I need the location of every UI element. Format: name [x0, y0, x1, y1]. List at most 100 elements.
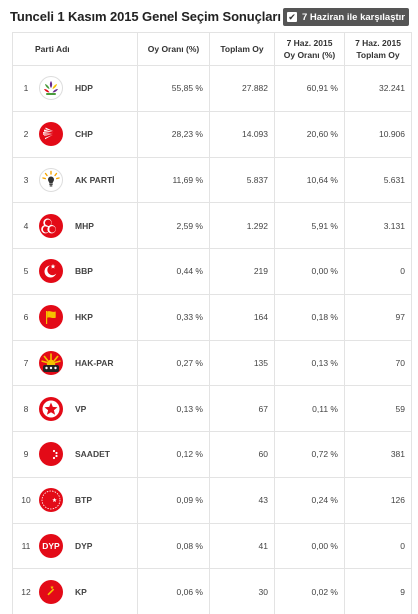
total-votes-cell: 41 — [209, 522, 275, 570]
june-total-cell: 381 — [344, 431, 412, 478]
party-name-mhp: MHP — [75, 220, 94, 231]
party-cell: 8 VP — [12, 385, 138, 432]
june-total-line1: 7 Haz. 2015 — [355, 38, 401, 48]
table-row: 7 HAK-PAR 0,27 % 135 0,13 % 70 — [12, 339, 412, 387]
page-title: Tunceli 1 Kasım 2015 Genel Seçim Sonuçla… — [10, 9, 281, 24]
svg-text:DYP: DYP — [42, 541, 60, 551]
vote-rate-cell: 0,08 % — [137, 522, 210, 570]
mhp-logo-icon — [39, 213, 63, 238]
table-row: 3 AK PARTİ 11,69 % 5.837 10,64 % 5.631 — [12, 156, 412, 204]
june-total-cell: 59 — [344, 385, 412, 432]
party-name-dyp: DYP — [75, 540, 93, 551]
rank-number: 9 — [23, 449, 29, 460]
june-rate-cell: 0,13 % — [274, 339, 345, 387]
col-header-june-total: 7 Haz. 2015 Toplam Oy — [344, 32, 412, 66]
june-total-cell: 126 — [344, 476, 412, 524]
party-cell: 7 HAK-PAR — [12, 339, 138, 387]
bbp-logo-icon — [39, 259, 63, 284]
vote-rate-cell: 11,69 % — [137, 156, 210, 204]
june-rate-cell: 0,72 % — [274, 431, 345, 478]
vote-rate-cell: 0,12 % — [137, 431, 210, 478]
june-rate-cell: 0,02 % — [274, 568, 345, 614]
table-row: 4 MHP 2,59 % 1.292 5,91 % 3.131 — [12, 202, 412, 249]
rank-number: 1 — [23, 83, 29, 94]
total-votes-cell: 60 — [209, 431, 275, 478]
vote-rate-cell: 0,33 % — [137, 293, 210, 341]
vote-rate-cell: 55,85 % — [137, 65, 210, 112]
rank-number: 4 — [23, 220, 29, 231]
vote-rate-cell: 28,23 % — [137, 110, 210, 158]
party-cell: 9 SAADET — [12, 431, 138, 478]
table-row: 12 KP 0,06 % 30 0,02 % 9 — [12, 568, 412, 614]
total-votes-cell: 14.093 — [209, 110, 275, 158]
june-rate-cell: 5,91 % — [274, 202, 345, 249]
dyp-logo-icon: DYP — [39, 533, 63, 558]
june-total-cell: 10.906 — [344, 110, 412, 158]
june-rate-cell: 20,60 % — [274, 110, 345, 158]
party-cell: 11 DYP DYP — [12, 522, 138, 570]
rank-number: 3 — [23, 174, 29, 185]
rank-number: 6 — [23, 312, 29, 323]
hdp-logo-icon — [39, 76, 63, 101]
total-votes-cell: 219 — [209, 248, 275, 295]
total-votes-cell: 30 — [209, 568, 275, 614]
june-total-cell: 3.131 — [344, 202, 412, 249]
col-header-party: Parti Adı — [12, 32, 138, 66]
rank-number: 8 — [23, 403, 29, 414]
chp-logo-icon — [39, 122, 63, 147]
vote-rate-cell: 0,44 % — [137, 248, 210, 295]
compare-june-label: 7 Haziran ile karşılaştır — [302, 11, 405, 23]
total-votes-cell: 67 — [209, 385, 275, 432]
col-header-vote-rate: Oy Oranı (%) — [137, 32, 210, 66]
june-total-cell: 0 — [344, 248, 412, 295]
party-name-chp: CHP — [75, 129, 93, 140]
col-header-total-votes: Toplam Oy — [209, 32, 275, 66]
btp-logo-icon — [39, 488, 63, 513]
akparti-logo-icon — [39, 167, 63, 192]
june-rate-cell: 0,18 % — [274, 293, 345, 341]
june-total-cell: 32.241 — [344, 65, 412, 112]
rank-number: 11 — [21, 540, 31, 551]
total-votes-cell: 164 — [209, 293, 275, 341]
june-total-cell: 70 — [344, 339, 412, 387]
rank-number: 5 — [23, 266, 29, 277]
table-header-row: Parti Adı Oy Oranı (%) Toplam Oy 7 Haz. … — [12, 32, 412, 66]
checkbox-checked-icon[interactable]: ✔ — [287, 11, 297, 22]
june-rate-line2: Oy Oranı (%) — [283, 50, 336, 60]
party-cell: 3 AK PARTİ — [12, 156, 138, 204]
compare-june-toggle[interactable]: ✔ 7 Haziran ile karşılaştır — [283, 8, 409, 26]
party-cell: 12 KP — [12, 568, 138, 614]
rank-number: 12 — [21, 586, 31, 597]
table-row: 5 BBP 0,44 % 219 0,00 % 0 — [12, 248, 412, 295]
june-rate-cell: 0,24 % — [274, 476, 345, 524]
table-row: 9 SAADET 0,12 % 60 0,72 % 381 — [12, 431, 412, 478]
total-votes-cell: 27.882 — [209, 65, 275, 112]
table-row: 8 VP 0,13 % 67 0,11 % 59 — [12, 385, 412, 432]
results-table: Parti Adı Oy Oranı (%) Toplam Oy 7 Haz. … — [12, 32, 412, 614]
vote-rate-cell: 0,09 % — [137, 476, 210, 524]
total-votes-cell: 1.292 — [209, 202, 275, 249]
vp-logo-icon — [39, 396, 63, 421]
june-rate-cell: 0,11 % — [274, 385, 345, 432]
party-cell: 10 BTP — [12, 476, 138, 524]
rank-number: 2 — [23, 129, 29, 140]
vote-rate-cell: 0,13 % — [137, 385, 210, 432]
vote-rate-cell: 2,59 % — [137, 202, 210, 249]
table-row: 2 CHP 28,23 % 14.093 20,60 % 10.906 — [12, 110, 412, 158]
party-name-hak-par: HAK-PAR — [75, 357, 114, 368]
june-total-cell: 5.631 — [344, 156, 412, 204]
total-votes-cell: 5.837 — [209, 156, 275, 204]
rank-number: 7 — [23, 357, 29, 368]
party-cell: 1 HDP — [12, 65, 138, 112]
party-name-bbp: BBP — [75, 266, 93, 277]
june-rate-line1: 7 Haz. 2015 — [286, 38, 333, 48]
party-name-saadet: SAADET — [75, 449, 110, 460]
june-rate-cell: 0,00 % — [274, 248, 345, 295]
hkp-logo-icon — [39, 305, 63, 330]
party-name-btp: BTP — [75, 495, 92, 506]
table-row: 11 DYP DYP 0,08 % 41 0,00 % 0 — [12, 522, 412, 570]
june-rate-cell: 60,91 % — [274, 65, 345, 112]
table-row: 1 HDP 55,85 % 27.882 60,91 % 32.241 — [12, 65, 412, 112]
june-rate-cell: 10,64 % — [274, 156, 345, 204]
header: Tunceli 1 Kasım 2015 Genel Seçim Sonuçla… — [0, 0, 418, 32]
